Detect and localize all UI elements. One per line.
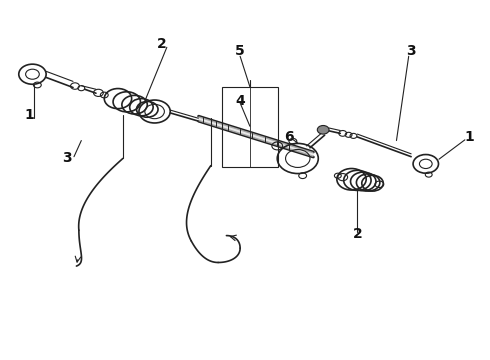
Text: 3: 3 [62, 152, 72, 166]
Text: 2: 2 [157, 37, 167, 51]
Circle shape [318, 126, 329, 134]
Text: 1: 1 [24, 108, 34, 122]
Polygon shape [198, 116, 314, 157]
Text: 2: 2 [352, 227, 362, 241]
Text: 3: 3 [406, 44, 416, 58]
Text: 5: 5 [235, 44, 245, 58]
Text: 1: 1 [465, 130, 475, 144]
Text: 6: 6 [284, 130, 294, 144]
Text: 4: 4 [235, 94, 245, 108]
Bar [222, 87, 278, 167]
